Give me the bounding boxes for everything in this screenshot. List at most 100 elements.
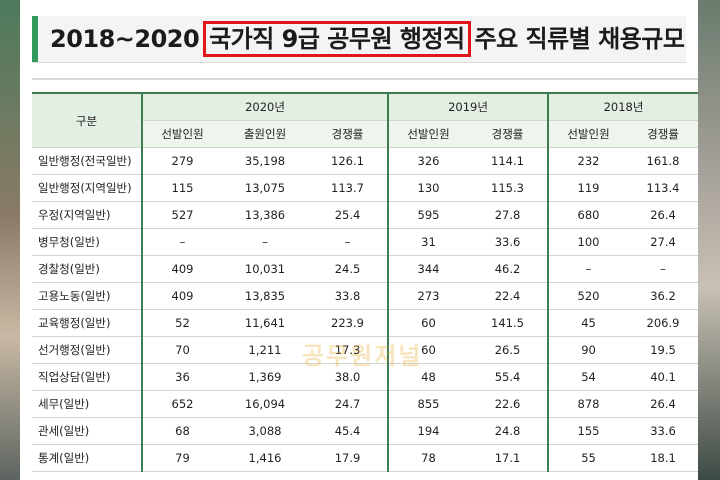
table-row: 교육행정(일반) 52 11,641 223.9 60 141.5 45 206.9 [32, 309, 699, 337]
cell-ratio-2018: 113.4 [628, 174, 699, 202]
cell-ratio-2019: 46.2 [468, 255, 549, 283]
cell-ratio-2020: 17.3 [308, 336, 388, 364]
row-category: 병무청(일반) [32, 228, 142, 256]
cell-selected-2019: 273 [387, 282, 468, 310]
table-row: 통계(일반) 79 1,416 17.9 78 17.1 55 18.1 [32, 444, 699, 472]
cell-selected-2018: 100 [547, 228, 629, 256]
subheader-ratio-2018: 경쟁률 [628, 120, 699, 148]
row-category: 경찰청(일반) [32, 255, 142, 283]
row-category: 직업상담(일반) [32, 363, 142, 391]
cell-selected-2019: 48 [387, 363, 468, 391]
table-row: 우정(지역일반) 527 13,386 25.4 595 27.8 680 26.4 [32, 201, 699, 229]
title-highlight: 국가직 9급 공무원 행정직 [203, 21, 471, 57]
cell-selected-2020: 68 [141, 417, 222, 445]
title-prefix: 2018~2020 [50, 25, 200, 53]
cell-applicants-2020: 13,835 [222, 282, 308, 310]
cell-selected-2019: 194 [387, 417, 468, 445]
year-header-2019: 2019년 [386, 92, 549, 121]
cell-ratio-2020: 45.4 [308, 417, 388, 445]
row-category: 선거행정(일반) [32, 336, 142, 364]
title-bar: 2018~2020 국가직 9급 공무원 행정직 주요 직류별 채용규모 [32, 16, 686, 63]
cell-ratio-2020: – [308, 228, 388, 256]
row-category: 우정(지역일반) [32, 201, 142, 229]
cell-ratio-2019: 55.4 [468, 363, 549, 391]
cell-ratio-2019: 22.4 [468, 282, 549, 310]
title-suffix: 주요 직류별 채용규모 [474, 25, 685, 53]
table-row: 선거행정(일반) 70 1,211 17.3 60 26.5 90 19.5 [32, 336, 699, 364]
year-header-2018: 2018년 [547, 92, 699, 121]
cell-ratio-2018: 161.8 [628, 147, 699, 175]
cell-ratio-2020: 126.1 [308, 147, 388, 175]
cell-ratio-2018: 40.1 [628, 363, 699, 391]
cell-selected-2019: 31 [387, 228, 468, 256]
cell-ratio-2018: 27.4 [628, 228, 699, 256]
corner-header: 구분 [32, 92, 142, 148]
cell-selected-2020: 279 [141, 147, 222, 175]
cell-selected-2019: 595 [387, 201, 468, 229]
cell-selected-2018: 878 [547, 390, 629, 418]
cell-ratio-2019: 33.6 [468, 228, 549, 256]
subheader-applicants-2020: 출원인원 [222, 120, 308, 148]
cell-ratio-2020: 223.9 [308, 309, 388, 337]
row-category: 세무(일반) [32, 390, 142, 418]
cell-ratio-2019: 22.6 [468, 390, 549, 418]
cell-applicants-2020: 35,198 [222, 147, 308, 175]
cell-selected-2019: 326 [387, 147, 468, 175]
cell-ratio-2020: 38.0 [308, 363, 388, 391]
cell-selected-2019: 855 [387, 390, 468, 418]
cell-selected-2019: 78 [387, 444, 468, 472]
cell-selected-2020: 115 [141, 174, 222, 202]
cell-applicants-2020: 3,088 [222, 417, 308, 445]
cell-ratio-2019: 27.8 [468, 201, 549, 229]
cell-applicants-2020: 1,211 [222, 336, 308, 364]
cell-ratio-2018: 26.4 [628, 201, 699, 229]
cell-selected-2020: 409 [141, 282, 222, 310]
table-row: 직업상담(일반) 36 1,369 38.0 48 55.4 54 40.1 [32, 363, 699, 391]
cell-selected-2020: 652 [141, 390, 222, 418]
cell-selected-2020: 52 [141, 309, 222, 337]
slide-card: 2018~2020 국가직 9급 공무원 행정직 주요 직류별 채용규모 구분 … [20, 0, 699, 480]
table-row: 일반행정(전국일반) 279 35,198 126.1 326 114.1 232 161.8 [32, 147, 699, 175]
cell-ratio-2020: 17.9 [308, 444, 388, 472]
cell-selected-2018: 232 [547, 147, 629, 175]
cell-applicants-2020: 1,416 [222, 444, 308, 472]
year-header-row: 구분 2020년 2019년 2018년 [32, 92, 699, 148]
title-accent-bar [32, 16, 38, 62]
cell-selected-2018: 55 [547, 444, 629, 472]
cell-ratio-2018: 33.6 [628, 417, 699, 445]
cell-applicants-2020: 13,386 [222, 201, 308, 229]
subheader-ratio-2020: 경쟁률 [308, 120, 388, 148]
row-category: 관세(일반) [32, 417, 142, 445]
cell-selected-2018: 90 [547, 336, 629, 364]
cell-ratio-2018: 36.2 [628, 282, 699, 310]
cell-ratio-2020: 33.8 [308, 282, 388, 310]
cell-selected-2020: 409 [141, 255, 222, 283]
table-row: 병무청(일반) – – –31 33.6 100 27.4 [32, 228, 699, 256]
subheader-ratio-2019: 경쟁률 [468, 120, 549, 148]
table-row: 일반행정(지역일반) 115 13,075 113.7 130 115.3 119 113.4 [32, 174, 699, 202]
recruitment-table: 구분 2020년 2019년 2018년 선발인원 출원인원 경쟁률 선발인원 … [32, 92, 699, 472]
row-category: 통계(일반) [32, 444, 142, 472]
cell-selected-2018: 119 [547, 174, 629, 202]
row-category: 고용노동(일반) [32, 282, 142, 310]
subheader-selected-2018: 선발인원 [547, 120, 629, 148]
table-row: 세무(일반) 652 16,094 24.7 855 22.6 878 26.4 [32, 390, 699, 418]
cell-ratio-2018: 18.1 [628, 444, 699, 472]
cell-selected-2018: 45 [547, 309, 629, 337]
cell-selected-2020: – [141, 228, 222, 256]
row-category: 일반행정(전국일반) [32, 147, 142, 175]
cell-selected-2018: 680 [547, 201, 629, 229]
cell-selected-2020: 79 [141, 444, 222, 472]
cell-ratio-2020: 25.4 [308, 201, 388, 229]
cell-selected-2018: 520 [547, 282, 629, 310]
cell-applicants-2020: 10,031 [222, 255, 308, 283]
subheader-row: 선발인원 출원인원 경쟁률 선발인원 경쟁률 선발인원 경쟁률 [32, 120, 699, 148]
cell-ratio-2019: 115.3 [468, 174, 549, 202]
cell-ratio-2018: 19.5 [628, 336, 699, 364]
cell-ratio-2018: 206.9 [628, 309, 699, 337]
cell-ratio-2020: 113.7 [308, 174, 388, 202]
year-header-2020: 2020년 [141, 92, 388, 121]
cell-selected-2018: 155 [547, 417, 629, 445]
cell-applicants-2020: 13,075 [222, 174, 308, 202]
cell-ratio-2019: 26.5 [468, 336, 549, 364]
